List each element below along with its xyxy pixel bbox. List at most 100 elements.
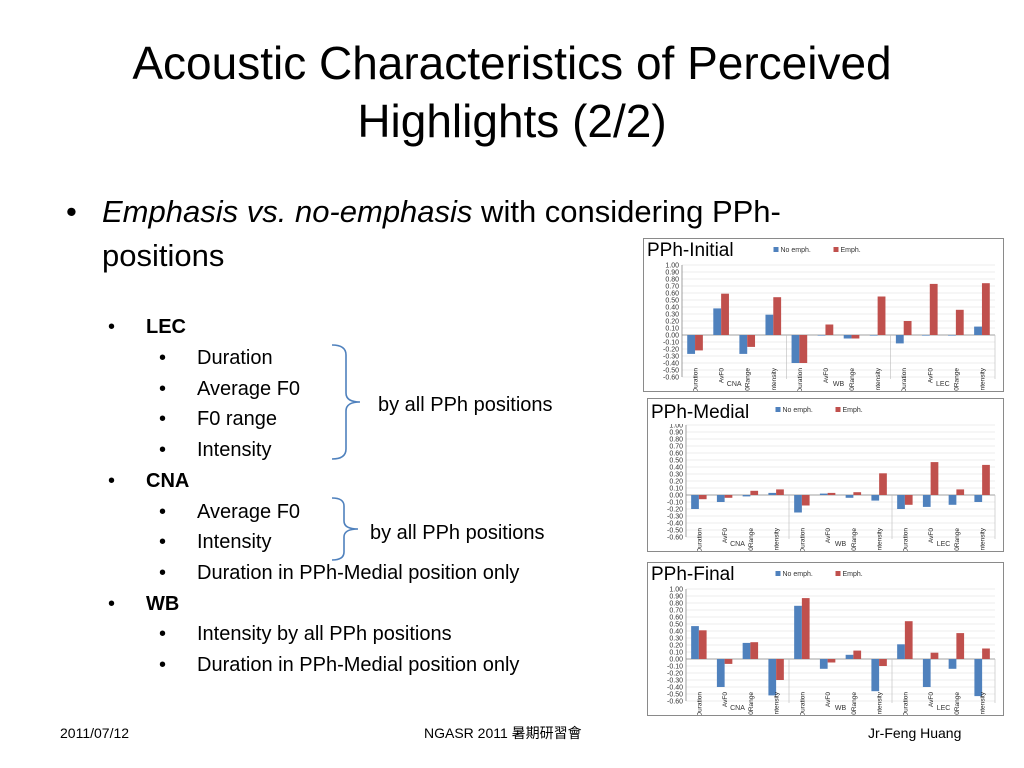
bar — [691, 495, 699, 509]
brace-lec — [331, 344, 361, 460]
bar — [956, 633, 965, 659]
bar — [768, 492, 777, 495]
group-label: WB — [835, 705, 847, 712]
y-tick-label: -0.60 — [663, 374, 679, 381]
bar — [879, 659, 887, 666]
bullet-dot: • — [159, 347, 167, 369]
x-tick-label: Duration — [799, 528, 806, 551]
y-tick-label: -0.10 — [663, 339, 679, 346]
bar — [742, 642, 751, 659]
bar — [724, 495, 733, 498]
y-tick-label: -0.60 — [667, 534, 683, 541]
brace-cna — [331, 497, 359, 561]
bar — [695, 335, 703, 351]
bar — [827, 492, 836, 495]
bar — [897, 495, 905, 509]
bar — [794, 495, 802, 513]
slide-title: Acoustic Characteristics of Perceived Hi… — [132, 37, 892, 147]
bar — [853, 492, 862, 495]
x-tick-label: Duration — [693, 368, 700, 391]
x-tick-label: Intensity — [980, 527, 987, 551]
footer-center: NGASR 2011 暑期研習會 — [424, 725, 582, 741]
x-tick-label: Intensity — [979, 367, 986, 391]
bar — [871, 659, 880, 692]
bar — [716, 495, 725, 502]
bar — [825, 324, 834, 335]
y-tick-label: 0.10 — [669, 649, 683, 656]
legend-swatch — [773, 247, 779, 252]
y-tick-label: -0.40 — [667, 684, 683, 691]
y-tick-label: 0.90 — [665, 269, 679, 276]
x-tick-label: F0Range — [953, 368, 960, 391]
bar — [742, 495, 751, 497]
group-label: LEC — [936, 381, 950, 388]
x-tick-label: Intensity — [980, 691, 987, 715]
x-tick-label: F0Range — [745, 368, 752, 391]
y-tick-label: -0.10 — [667, 663, 683, 670]
bar — [956, 489, 965, 495]
y-tick-label: -0.60 — [667, 698, 683, 705]
chart-svg: 1.000.900.800.700.600.500.400.300.200.10… — [667, 571, 996, 715]
legend-entry: No emph. — [783, 571, 813, 578]
bar — [955, 309, 964, 335]
legend-entry: Emph. — [841, 247, 861, 254]
y-tick-label: -0.50 — [663, 367, 679, 374]
bar — [903, 321, 912, 335]
y-tick-label: -0.20 — [667, 506, 683, 513]
x-tick-label: Intensity — [875, 367, 882, 391]
bar — [930, 652, 939, 659]
y-tick-label: 0.40 — [665, 304, 679, 311]
y-tick-label: 0.50 — [669, 457, 683, 464]
group-label: CNA — [730, 541, 745, 548]
group-label: WB — [835, 541, 847, 548]
y-tick-label: -0.50 — [667, 691, 683, 698]
x-tick-label: Duration — [902, 528, 909, 551]
bar — [895, 335, 904, 344]
x-tick-label: Intensity — [774, 527, 781, 551]
bar — [739, 335, 748, 354]
bullet-dot: • — [159, 439, 167, 461]
y-tick-label: 0.80 — [665, 276, 679, 283]
legend-entry: Emph. — [843, 407, 863, 414]
list-item-label: Intensity — [197, 531, 272, 553]
chart-svg: 1.000.900.800.700.600.500.400.300.200.10… — [667, 407, 996, 551]
x-tick-label: F0Range — [954, 692, 961, 715]
footer-author: Jr-Feng Huang — [868, 725, 962, 741]
x-tick-label: F0Range — [748, 692, 755, 715]
bullet-dot: • — [108, 316, 116, 338]
list-item-label: Average F0 — [197, 501, 301, 523]
y-tick-label: 0.00 — [669, 656, 683, 663]
bullet-dot: • — [108, 593, 116, 615]
group-label: CNA — [146, 470, 190, 492]
x-tick-label: AvF0 — [928, 528, 935, 543]
y-tick-label: 0.90 — [669, 429, 683, 436]
bar — [827, 659, 836, 663]
y-tick-label: 0.80 — [669, 600, 683, 607]
brace-note-cna: by all PPh positions — [370, 522, 545, 544]
y-tick-label: -0.40 — [667, 520, 683, 527]
y-tick-label: -0.30 — [667, 677, 683, 684]
y-tick-label: -0.50 — [667, 527, 683, 534]
x-tick-label: AvF0 — [719, 368, 726, 383]
x-tick-label: AvF0 — [825, 528, 832, 543]
x-tick-label: F0Range — [851, 692, 858, 715]
list-item-label: Average F0 — [197, 378, 301, 400]
y-tick-label: -0.40 — [663, 360, 679, 367]
bar — [791, 335, 800, 363]
list-item-label: Duration — [197, 347, 273, 369]
bullet-dot: • — [108, 470, 116, 492]
bar — [948, 659, 957, 669]
legend-entry: No emph. — [783, 407, 813, 414]
chart-pph-medial: 1.00 0.90 0.80 0.70 0.60 0.50 0.40 0.30 0.20 0.10… — [647, 398, 1004, 552]
bar — [982, 648, 990, 659]
y-tick-label: 0.70 — [669, 607, 683, 614]
legend-swatch — [835, 407, 841, 412]
bar — [845, 654, 854, 659]
bullet-dot: • — [159, 531, 167, 553]
y-tick-label: 0.80 — [669, 436, 683, 443]
list-item-label: Intensity by all PPh positions — [197, 623, 452, 645]
x-tick-label: Intensity — [771, 367, 778, 391]
bar — [687, 335, 696, 354]
y-tick-label: 0.70 — [665, 283, 679, 290]
bar — [948, 495, 957, 505]
